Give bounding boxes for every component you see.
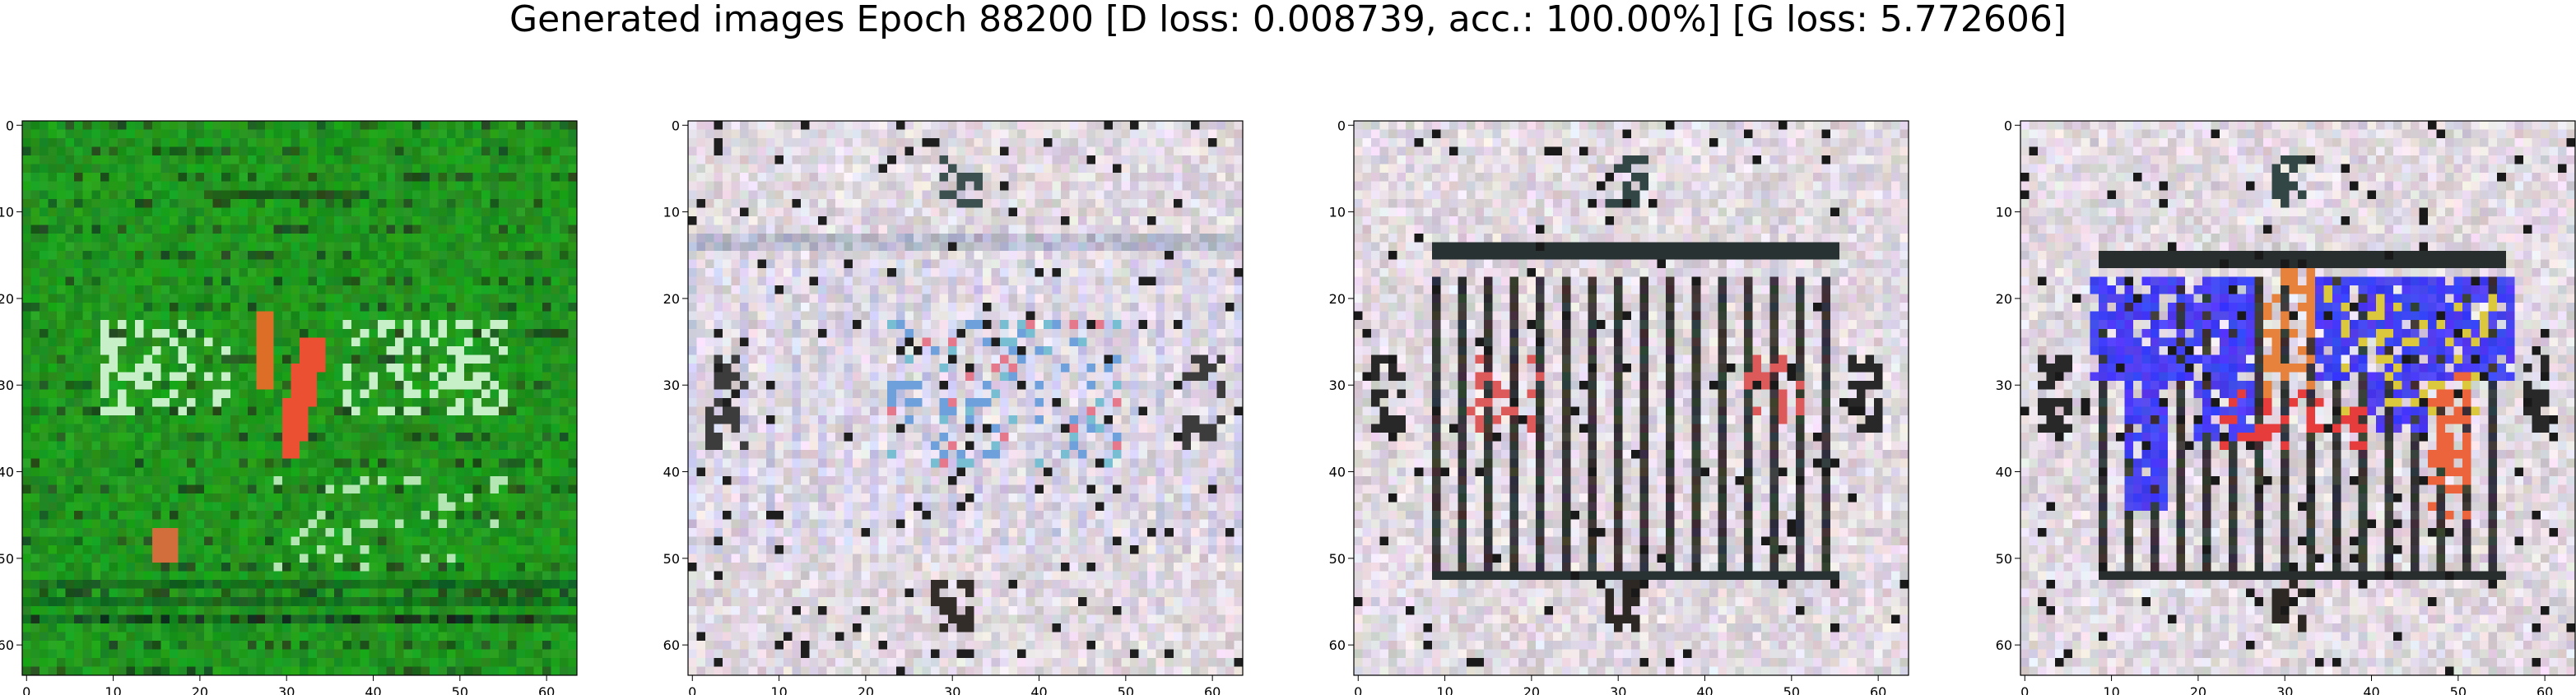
x-tick-label: 10	[1436, 684, 1453, 695]
axes-frame	[687, 120, 1244, 676]
axes-frame	[2020, 120, 2576, 676]
y-tick-label: 60	[1329, 637, 1346, 653]
y-tick-label: 20	[1996, 291, 2012, 307]
y-tick-label: 20	[0, 291, 14, 307]
x-tick-label: 50	[1118, 684, 1134, 695]
y-tick-label: 0	[2004, 118, 2012, 133]
x-tick-label: 0	[2020, 684, 2029, 695]
generated-image-pixels	[688, 121, 1244, 676]
x-tick-label: 50	[2450, 684, 2467, 695]
y-tick-label: 0	[672, 118, 680, 133]
y-tick-label: 10	[0, 205, 14, 220]
x-tick-label: 0	[688, 684, 696, 695]
y-tick-label: 50	[1996, 551, 2012, 567]
y-tick-label: 30	[1996, 378, 2012, 393]
x-tick-label: 40	[1030, 684, 1047, 695]
y-tick-label: 40	[1329, 465, 1346, 480]
x-tick-label: 20	[2190, 684, 2206, 695]
x-tick-label: 60	[538, 684, 555, 695]
y-tick-label: 50	[0, 551, 14, 567]
x-tick-label: 50	[1783, 684, 1800, 695]
x-tick-label: 30	[944, 684, 960, 695]
y-tick-label: 60	[0, 637, 14, 653]
y-tick-label: 10	[1329, 205, 1346, 220]
x-tick-label: 40	[2363, 684, 2379, 695]
y-tick-label: 10	[663, 205, 680, 220]
generated-image-pixels	[2020, 121, 2576, 676]
y-tick-label: 50	[663, 551, 680, 567]
y-tick-label: 60	[1996, 637, 2012, 653]
x-tick-label: 10	[2103, 684, 2119, 695]
axes-frame	[1353, 120, 1909, 676]
x-tick-label: 10	[105, 684, 121, 695]
axes-frame	[21, 120, 578, 676]
y-tick-label: 30	[1329, 378, 1346, 393]
x-tick-label: 60	[2536, 684, 2553, 695]
y-tick-label: 20	[663, 291, 680, 307]
y-tick-label: 20	[1329, 291, 1346, 307]
x-tick-label: 40	[365, 684, 381, 695]
x-tick-label: 30	[2276, 684, 2293, 695]
x-tick-label: 20	[1523, 684, 1540, 695]
x-tick-label: 40	[1696, 684, 1713, 695]
y-tick-label: 0	[6, 118, 14, 133]
y-tick-label: 50	[1329, 551, 1346, 567]
y-tick-label: 40	[663, 465, 680, 480]
y-tick-label: 10	[1996, 205, 2012, 220]
x-tick-label: 20	[192, 684, 208, 695]
x-tick-label: 60	[1870, 684, 1886, 695]
y-tick-label: 40	[0, 465, 14, 480]
figure-title: Generated images Epoch 88200 [D loss: 0.…	[509, 0, 2067, 40]
generated-image-pixels	[1354, 121, 1909, 676]
y-tick-label: 30	[0, 378, 14, 393]
x-tick-label: 50	[452, 684, 468, 695]
y-tick-label: 30	[663, 378, 680, 393]
x-tick-label: 30	[1610, 684, 1626, 695]
generated-image-pixels	[22, 121, 578, 676]
x-tick-label: 60	[1204, 684, 1221, 695]
y-tick-label: 40	[1996, 465, 2012, 480]
x-tick-label: 30	[278, 684, 295, 695]
y-tick-label: 0	[1337, 118, 1346, 133]
x-tick-label: 0	[1354, 684, 1362, 695]
x-tick-label: 20	[858, 684, 874, 695]
y-tick-label: 60	[663, 637, 680, 653]
x-tick-label: 0	[22, 684, 30, 695]
x-tick-label: 10	[770, 684, 787, 695]
